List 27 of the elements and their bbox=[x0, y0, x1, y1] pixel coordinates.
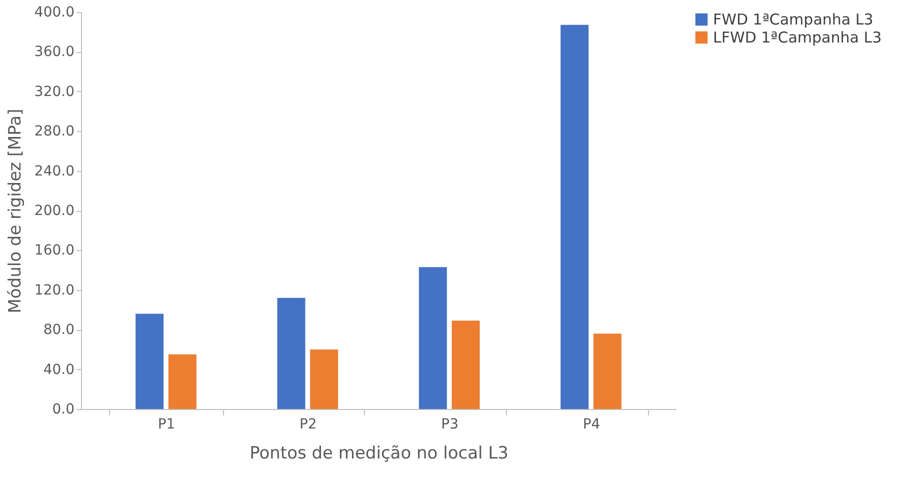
x-tick-label: P3 bbox=[441, 416, 459, 432]
bar bbox=[310, 349, 338, 409]
bar bbox=[560, 24, 589, 409]
y-tick-label: 160.0 bbox=[34, 242, 74, 259]
bar bbox=[593, 334, 622, 409]
bar bbox=[136, 314, 164, 409]
x-axis-title: Pontos de medição no local L3 bbox=[250, 444, 508, 464]
y-tick-label: 360.0 bbox=[34, 44, 74, 60]
x-tick-label: P1 bbox=[158, 416, 176, 432]
y-tick-label: 80.0 bbox=[43, 322, 74, 338]
legend-label: LFWD 1ªCampanha L3 bbox=[713, 28, 882, 46]
y-axis-title: Módulo de rigidez [MPa] bbox=[5, 108, 26, 314]
y-tick-label: 320.0 bbox=[34, 84, 74, 100]
bar bbox=[277, 298, 306, 409]
y-tick-label: 0.0 bbox=[52, 402, 74, 418]
bar bbox=[168, 354, 196, 409]
y-tick-label: 40.0 bbox=[43, 362, 74, 378]
y-tick-label: 400.0 bbox=[34, 4, 74, 20]
bar bbox=[452, 320, 480, 409]
y-tick-label: 240.0 bbox=[34, 163, 74, 180]
x-tick-label: P4 bbox=[582, 416, 600, 432]
bar bbox=[418, 267, 447, 409]
x-tick-label: P2 bbox=[299, 416, 317, 432]
legend-label: FWD 1ªCampanha L3 bbox=[713, 10, 874, 28]
y-tick-label: 200.0 bbox=[34, 203, 74, 219]
y-tick-label: 120.0 bbox=[34, 282, 74, 298]
y-tick-label: 280.0 bbox=[34, 124, 74, 140]
